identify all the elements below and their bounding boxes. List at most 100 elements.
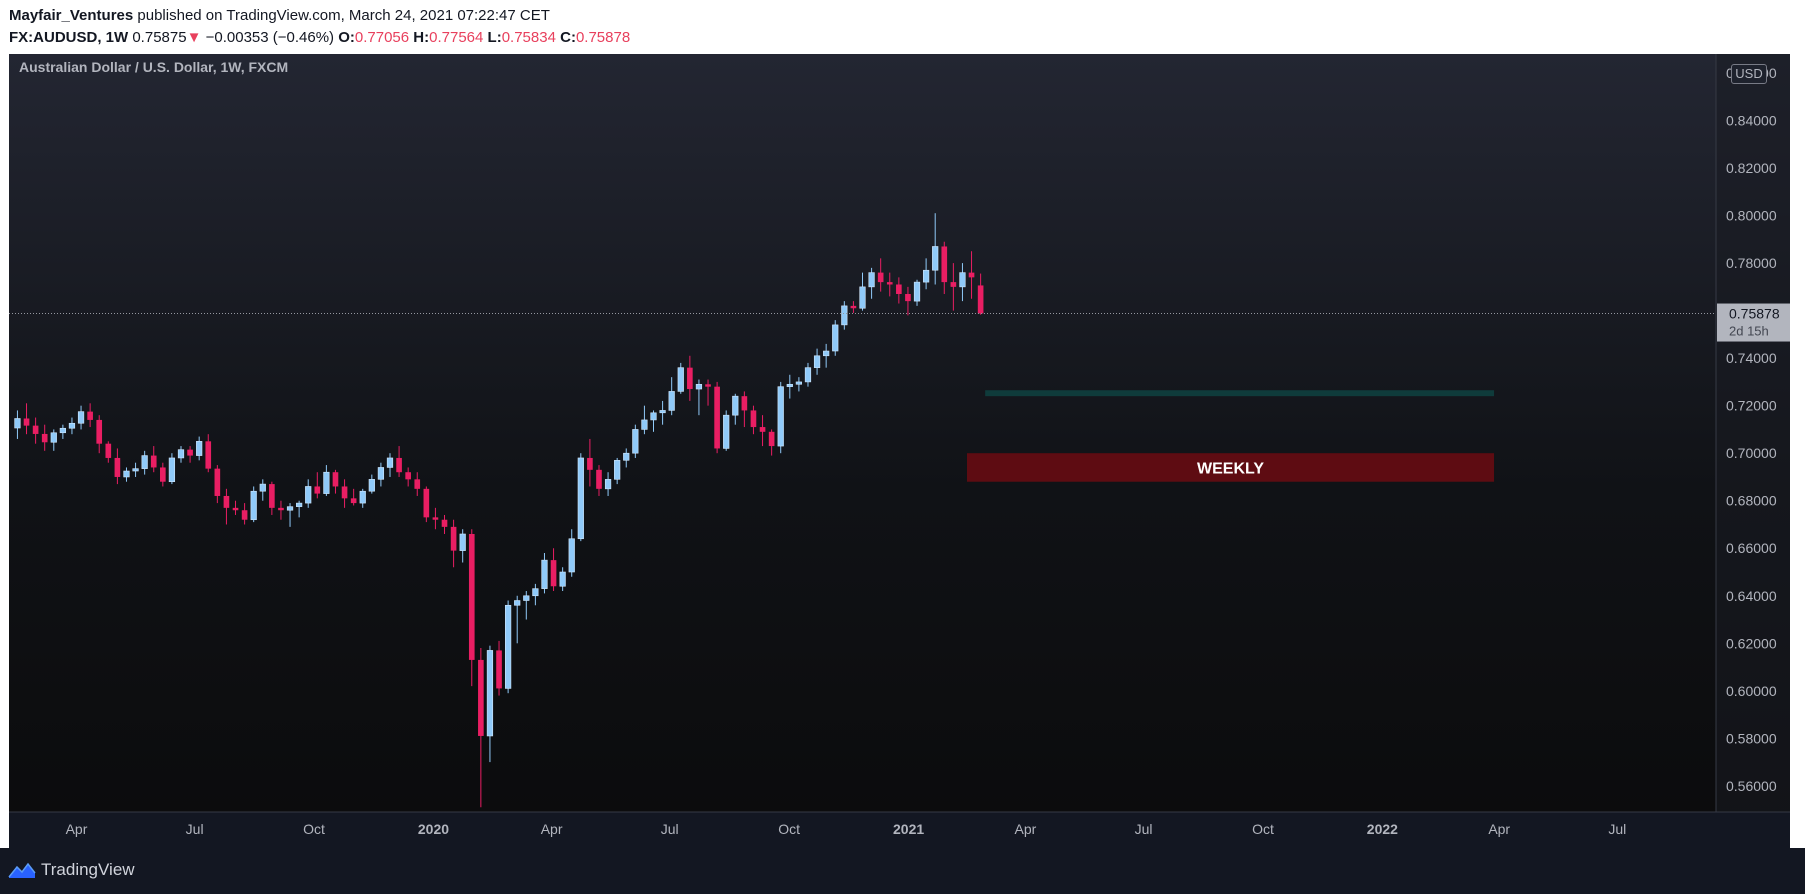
candle[interactable] xyxy=(414,472,421,496)
candle[interactable] xyxy=(559,567,566,592)
candle[interactable] xyxy=(950,263,957,311)
candle[interactable] xyxy=(496,640,502,696)
candle[interactable] xyxy=(405,467,411,487)
candle[interactable] xyxy=(177,446,185,463)
candle[interactable] xyxy=(977,273,984,315)
candle[interactable] xyxy=(804,362,812,387)
publisher-name[interactable]: Mayfair_Ventures xyxy=(9,7,134,24)
candle[interactable] xyxy=(604,472,612,496)
candle[interactable] xyxy=(459,529,466,563)
candle[interactable] xyxy=(741,391,748,428)
candle[interactable] xyxy=(114,448,121,485)
candle[interactable] xyxy=(105,441,112,463)
candle[interactable] xyxy=(532,583,539,606)
candlestick-chart[interactable]: WEEKLY 0.56000 0.58000 0.60000 0.62000 0.640… xyxy=(9,54,1790,848)
currency-badge[interactable]: USD xyxy=(1731,64,1767,84)
candle[interactable] xyxy=(14,410,21,439)
candle[interactable] xyxy=(241,503,248,525)
candle[interactable] xyxy=(668,377,675,416)
candle[interactable] xyxy=(596,465,602,496)
candle[interactable] xyxy=(632,424,639,458)
last-price-tag[interactable] xyxy=(1717,303,1790,342)
candle[interactable] xyxy=(305,479,312,508)
candle[interactable] xyxy=(922,258,930,290)
candle[interactable] xyxy=(132,462,139,477)
candle[interactable] xyxy=(87,403,93,428)
candle[interactable] xyxy=(795,377,803,392)
candle[interactable] xyxy=(286,503,294,527)
candle[interactable] xyxy=(505,600,512,694)
candle[interactable] xyxy=(23,403,30,435)
candle[interactable] xyxy=(813,348,821,375)
candle[interactable] xyxy=(486,645,494,763)
candle[interactable] xyxy=(932,213,939,285)
candle[interactable] xyxy=(341,479,348,508)
candle[interactable] xyxy=(32,417,39,444)
candle[interactable] xyxy=(432,507,439,530)
candle[interactable] xyxy=(759,415,766,447)
chart-area[interactable]: WEEKLY 0.56000 0.58000 0.60000 0.62000 0.640… xyxy=(9,54,1790,848)
candle[interactable] xyxy=(677,362,684,394)
candle[interactable] xyxy=(77,405,85,430)
candle[interactable] xyxy=(68,417,76,435)
candle[interactable] xyxy=(59,424,66,439)
candle[interactable] xyxy=(468,529,475,687)
candle[interactable] xyxy=(832,320,839,356)
candle[interactable] xyxy=(868,267,875,299)
candle[interactable] xyxy=(377,462,385,487)
candle[interactable] xyxy=(841,301,848,330)
candle[interactable] xyxy=(314,472,321,499)
candle[interactable] xyxy=(650,410,657,432)
candle[interactable] xyxy=(732,393,739,425)
candle[interactable] xyxy=(269,481,275,515)
candle[interactable] xyxy=(959,263,966,302)
candle[interactable] xyxy=(96,415,103,454)
candle[interactable] xyxy=(659,400,666,425)
candle[interactable] xyxy=(968,251,975,299)
candle[interactable] xyxy=(850,301,857,314)
price-scale[interactable] xyxy=(1716,54,1790,848)
candle[interactable] xyxy=(150,446,157,473)
candle[interactable] xyxy=(350,488,357,506)
candle[interactable] xyxy=(941,241,948,294)
candle[interactable] xyxy=(568,529,575,577)
candle[interactable] xyxy=(550,548,557,592)
candle[interactable] xyxy=(368,474,375,494)
candle[interactable] xyxy=(777,381,784,454)
candle[interactable] xyxy=(50,429,57,451)
candle[interactable] xyxy=(705,379,711,406)
candle[interactable] xyxy=(714,381,720,454)
candle[interactable] xyxy=(359,488,366,508)
candle[interactable] xyxy=(187,446,193,463)
candle[interactable] xyxy=(896,277,902,304)
candle[interactable] xyxy=(278,500,284,520)
candle[interactable] xyxy=(332,469,339,494)
candle[interactable] xyxy=(514,595,521,644)
candle[interactable] xyxy=(386,453,394,477)
candle[interactable] xyxy=(214,465,221,504)
candle[interactable] xyxy=(587,438,593,487)
candle[interactable] xyxy=(250,486,257,523)
candle[interactable] xyxy=(823,343,830,368)
candle[interactable] xyxy=(786,374,793,399)
candle[interactable] xyxy=(396,446,402,477)
zone-support-green[interactable] xyxy=(985,390,1495,397)
candle[interactable] xyxy=(886,272,893,297)
candle[interactable] xyxy=(905,286,911,316)
candle[interactable] xyxy=(641,405,648,435)
tradingview-brand[interactable]: TradingView xyxy=(41,860,135,879)
candle[interactable] xyxy=(750,405,757,435)
candle[interactable] xyxy=(232,500,239,515)
candle[interactable] xyxy=(478,648,484,808)
candle[interactable] xyxy=(687,355,693,401)
candle[interactable] xyxy=(41,424,48,451)
candle[interactable] xyxy=(913,279,921,306)
time-scale[interactable] xyxy=(9,812,1790,848)
candle[interactable] xyxy=(523,591,530,620)
candle[interactable] xyxy=(859,272,866,311)
candle[interactable] xyxy=(196,436,203,461)
candle[interactable] xyxy=(123,467,130,482)
candle[interactable] xyxy=(541,552,548,594)
candle[interactable] xyxy=(259,479,266,501)
candle[interactable] xyxy=(141,450,148,475)
